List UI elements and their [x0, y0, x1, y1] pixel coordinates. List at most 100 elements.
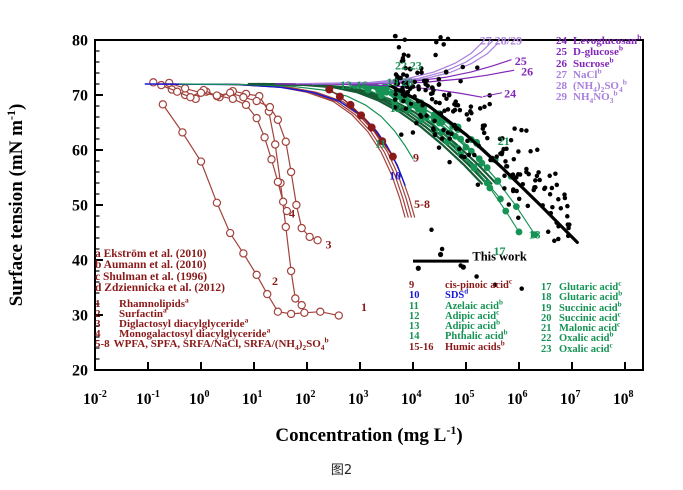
legend-label: cis-pinoic acidc	[445, 277, 513, 291]
legend-label: Rhamnolipidsa	[119, 295, 189, 310]
sugars-salts-legend: 24 Levoglucosanb 25 D-glucoseb 26 Sucroseb 27 N…	[556, 32, 642, 106]
legend-label: Glutaric acidc	[559, 279, 622, 293]
legend-label: Malonic acidc	[559, 320, 621, 335]
legend-num: 1	[95, 298, 101, 310]
legend-label: Humic acidsb	[445, 339, 505, 353]
svg-text:22: 22	[395, 58, 407, 72]
legend-row: 12 Adipic acidc	[409, 308, 512, 322]
legend-num: 3	[95, 317, 101, 330]
inline-legend-this-work: This work	[413, 250, 527, 271]
svg-text:11: 11	[375, 136, 386, 150]
svg-text:19: 19	[387, 75, 399, 89]
svg-text:3: 3	[326, 238, 332, 252]
legend-label: NaClb	[573, 66, 602, 81]
svg-text:21: 21	[498, 134, 510, 148]
legend-num: 11	[409, 300, 419, 312]
svg-text:10-1​: 10-1​	[136, 389, 160, 408]
legend-row: 11 Azelaic acidb	[409, 299, 512, 312]
svg-text:102​: 102​	[295, 389, 316, 408]
legend-label: Phthalic acidb	[445, 328, 508, 343]
svg-text:103​: 103​	[348, 389, 369, 408]
axes: 20 30 40 50 60 70 80 10-2​ 10-1​ 100​ 101​ 102​ 103​…	[4, 33, 634, 447]
legend-row: 26 Sucroseb	[556, 56, 641, 70]
figure-caption: 图2	[330, 463, 353, 478]
legend-row: 17 Glutaric acidc	[541, 279, 622, 293]
svg-text:27 28/29: 27 28/29	[480, 34, 522, 48]
svg-text:4: 4	[289, 206, 295, 220]
reference-legend: a Ekström et al. (2010) b Aumann et al. (…	[95, 248, 226, 294]
legend-num: 28	[556, 80, 567, 93]
legend-label: NH4NO3b	[573, 88, 618, 106]
legend-row: 20 Succinic acidc	[541, 310, 622, 324]
scatter-this-work	[392, 33, 572, 291]
legend-num: 22	[541, 333, 552, 345]
legend-num: 21	[541, 323, 552, 335]
legend-row: 27 NaClb	[556, 66, 641, 81]
legend-row: 22 Oxalic acidb	[541, 330, 622, 345]
legend-label: Glutaric acidb	[559, 289, 623, 304]
legend-row: 5-8 WPFA, SPFA, SRFA/NaCl, SRFA/(NH4)2SO4…	[95, 334, 329, 352]
legend-num: 10	[409, 290, 420, 302]
legend-label: Monogalactosyl diacylglyceridea	[119, 325, 271, 340]
legend-row: d Zdziennicka et al. (2012)	[95, 281, 226, 294]
svg-text:40: 40	[72, 253, 88, 270]
legend-label: Diglactosyl diacylglyceridea	[119, 315, 249, 330]
legend-num: 29	[556, 91, 567, 104]
legend-row: 29 NH4NO3b	[556, 88, 641, 106]
legend-row: 10 SDSd	[409, 288, 512, 302]
svg-text:Surface tension (mN m-1​): Surface tension (mN m-1​)	[4, 104, 27, 307]
svg-text:18: 18	[529, 228, 541, 242]
svg-text:13-16: 13-16	[340, 78, 368, 92]
svg-text:20: 20	[401, 75, 413, 89]
svg-text:25: 25	[515, 54, 527, 68]
svg-text:2: 2	[272, 274, 278, 288]
legend-row: 9 cis-pinoic acidc	[409, 277, 513, 291]
legend-row: 18 Glutaric acidb	[541, 289, 623, 304]
legend-label: Succinic acidc	[559, 310, 621, 324]
legend-row: 1 Rhamnolipidsa	[95, 295, 329, 310]
legend-num: 12	[409, 310, 420, 322]
svg-text:30: 30	[72, 308, 88, 325]
svg-text:24: 24	[504, 86, 516, 100]
surfactant-legend: 1 Rhamnolipidsa 2 Surfactina 3 Diglactosyl di…	[95, 295, 329, 352]
legend-num: 14	[409, 331, 420, 343]
series-curves	[144, 40, 539, 320]
legend-num: 5-8	[95, 337, 110, 350]
organic-acids-legend-col1: 9 cis-pinoic acidc 10 SDSd 11 Azelaic acidb 12…	[409, 277, 513, 353]
svg-text:101​: 101​	[242, 389, 263, 408]
legend-label: Oxalic acidc	[559, 341, 613, 355]
legend-row: 15-16 Humic acidsb	[409, 339, 512, 353]
legend-label: a Ekström et al. (2010)	[95, 248, 207, 260]
x-axis-title: Concentration (mg L-1​)	[275, 423, 462, 446]
svg-text:17: 17	[494, 244, 506, 258]
legend-row: 3 Diglactosyl diacylglyceridea	[95, 315, 329, 330]
legend-row: 28 (NH4)2SO4b	[556, 77, 641, 95]
svg-text:26: 26	[521, 64, 533, 78]
legend-label: Levoglucosanb	[573, 32, 642, 47]
legend-row: 19 Succinic acidb	[541, 301, 622, 314]
legend-num: 9	[409, 280, 415, 291]
svg-text:9: 9	[413, 151, 419, 165]
legend-row: 23 Oxalic acidc	[541, 341, 622, 355]
legend-label: Oxalic acidb	[559, 330, 614, 345]
svg-text:108​: 108​	[613, 389, 634, 408]
legend-num: 27	[556, 68, 567, 81]
legend-num: 15-16	[409, 341, 434, 353]
legend-num: 24	[556, 35, 567, 47]
legend-label: d Zdziennicka et al. (2012)	[95, 281, 226, 294]
svg-text:10: 10	[389, 168, 401, 182]
legend-row: 13 Adipic acidb	[409, 318, 512, 333]
legend-label: WPFA, SPFA, SRFA/NaCl, SRFA/(NH4)2SO4b	[113, 334, 329, 352]
legend-label: Adipic acidb	[445, 318, 501, 333]
legend-label: (NH4)2SO4b	[573, 77, 627, 95]
legend-label: b Aumann et al. (2010)	[95, 259, 207, 272]
legend-row: 25 D-glucoseb	[556, 44, 641, 58]
legend-row: 21 Malonic acidc	[541, 320, 622, 335]
legend-row: 2 Surfactina	[95, 305, 329, 320]
legend-row: 4 Monogalactosyl diacylglyceridea	[95, 325, 329, 340]
legend-label: Surfactina	[119, 305, 167, 320]
svg-text:106​: 106​	[507, 389, 528, 408]
legend-label: Adipic acidc	[445, 308, 500, 322]
